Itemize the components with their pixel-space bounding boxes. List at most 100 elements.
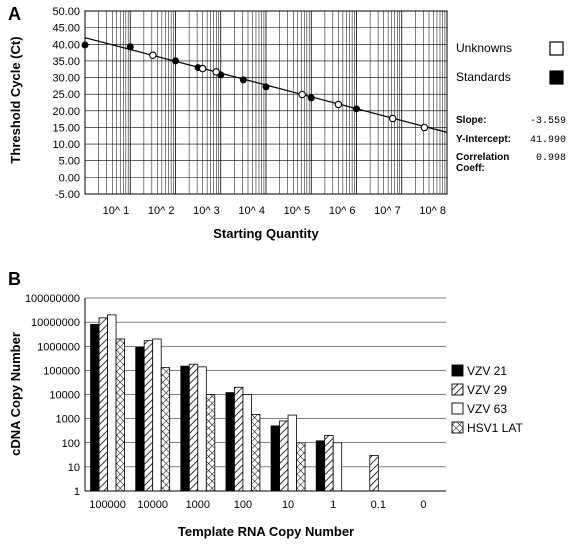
panel-a-x-tick-label: 10^ 2	[148, 205, 175, 217]
panel-a-gridlines	[85, 10, 447, 195]
standard-point	[172, 57, 179, 65]
bar-vzv-21	[270, 425, 280, 492]
slope-value: -3.559	[530, 116, 566, 127]
panel-b-bars	[90, 314, 379, 492]
panel-a-x-tick-label: 10^ 7	[374, 205, 401, 217]
unknown-point	[212, 68, 220, 76]
bar-vzv-63	[242, 394, 252, 492]
bar-vzv-21	[135, 346, 145, 492]
panel-a-y-tick-label: 15.00	[52, 122, 80, 134]
legend-standards-swatch	[549, 70, 564, 85]
bar-hsv1-lat	[115, 338, 125, 492]
legend-label: VZV 63	[467, 402, 507, 416]
panel-a-y-tick-label: 40.00	[52, 39, 80, 51]
unknown-point	[149, 51, 157, 60]
slope-label: Slope:	[456, 115, 487, 126]
panel-b-x-tick-labels: 100000 10000 1000 100 10 1 0.1 0	[89, 499, 426, 511]
bar-vzv-63	[197, 366, 207, 492]
panel-b-x-tick-label: 1	[330, 499, 336, 511]
panel-b-legend: VZV 21 VZV 29 VZV 63 HSV1 LAT	[451, 364, 523, 435]
legend-label: VZV 21	[467, 364, 507, 378]
unknown-point	[198, 64, 207, 73]
correlation-value: 0.998	[536, 153, 566, 164]
bar-vzv-21	[90, 324, 100, 492]
legend-swatch	[451, 421, 464, 434]
panel-b-y-tick-label: 100000	[43, 365, 80, 377]
panel-b-x-tick-label: 1000	[186, 499, 210, 511]
bar-hsv1-lat	[205, 394, 216, 492]
panel-a-y-tick-label: 20.00	[52, 106, 80, 118]
legend-label: HSV1 LAT	[467, 421, 523, 435]
legend-swatch	[451, 364, 464, 377]
bar-vzv-29	[324, 435, 334, 492]
panel-b-y-axis-title: cDNA Copy Number	[8, 332, 23, 456]
legend-unknowns-label: Unknowns	[456, 41, 512, 55]
bar-vzv-29	[369, 454, 379, 492]
bar-hsv1-lat	[160, 367, 171, 492]
panel-a-y-tick-label: 50.00	[52, 6, 80, 18]
bar-vzv-63	[287, 414, 297, 492]
panel-a-y-tick-label: -5.00	[55, 189, 80, 201]
standard-point	[239, 76, 247, 84]
panel-b-y-tick-label: 10	[68, 462, 80, 474]
bar-vzv-29	[143, 340, 154, 492]
bar-vzv-63	[152, 338, 162, 492]
panel-b-x-tick-label: 100000	[89, 499, 126, 511]
standard-point	[307, 94, 315, 102]
panel-b-y-tick-label: 100000000	[25, 293, 80, 305]
panel-b: B 10000000010000000100000010000010000100…	[8, 269, 523, 539]
panel-a-x-tick-label: 10^ 3	[193, 205, 220, 217]
panel-a-y-tick-label: 45.00	[52, 23, 80, 35]
unknown-point	[388, 114, 397, 123]
panel-b-x-tick-label: 10	[282, 499, 294, 511]
panel-b-y-tick-label: 1000000	[37, 341, 80, 353]
panel-a-x-tick-labels: 10^ 1 10^ 2 10^ 3 10^ 4 10^ 5 10^ 6 10^ 7 10^ 8	[103, 205, 446, 217]
bar-vzv-29	[188, 363, 199, 492]
legend-unknowns-swatch	[549, 41, 564, 56]
panel-b-x-tick-label: 100	[234, 499, 252, 511]
standard-point	[81, 41, 89, 49]
panel-a-x-tick-label: 10^ 5	[284, 205, 311, 217]
panel-b-y-tick-label: 10000000	[31, 317, 80, 329]
legend-standards-label: Standards	[456, 70, 511, 84]
correlation-label: Correlation	[456, 152, 509, 163]
panel-a-y-tick-label: 10.00	[52, 139, 80, 151]
panel-b-x-tick-label: 0.1	[371, 499, 386, 511]
panel-a-y-tick-label: 30.00	[52, 73, 80, 85]
panel-b-y-tick-label: 1	[74, 486, 80, 498]
legend-label: VZV 29	[467, 383, 507, 397]
bar-vzv-63	[107, 314, 117, 492]
standard-point	[353, 105, 360, 113]
unknown-point	[334, 100, 343, 109]
standard-point	[126, 43, 134, 51]
panel-a-plot-frame	[84, 10, 448, 195]
bar-hsv1-lat	[251, 413, 261, 492]
standard-point	[262, 83, 270, 91]
bar-vzv-21	[315, 440, 326, 492]
panel-a-y-tick-labels: 50.00 45.00 40.00 35.00 30.00 25.00 20.00 15.00…	[52, 6, 80, 201]
panel-b-y-tick-labels: 100000000 10000000 1000000 100000 10000 1000 1…	[25, 293, 80, 498]
legend-swatch	[451, 402, 464, 415]
unknown-point	[420, 123, 429, 132]
panel-a-y-tick-label: 0.00	[59, 172, 80, 184]
panel-a-y-tick-label: 5.00	[59, 156, 80, 168]
panel-a-y-axis-title: Threshold Cycle (Ct)	[8, 36, 23, 163]
panel-a-y-tick-label: 25.00	[52, 89, 80, 101]
panel-a-label: A	[8, 4, 21, 24]
panel-b-x-tick-label: 10000	[137, 499, 168, 511]
panel-a-y-tick-label: 35.00	[52, 56, 80, 68]
panel-b-y-tick-label: 100	[62, 438, 80, 450]
bar-vzv-63	[332, 442, 343, 492]
intercept-value: 41.990	[530, 135, 566, 146]
panel-b-y-tick-label: 10000	[49, 390, 80, 402]
panel-b-x-axis-title: Template RNA Copy Number	[178, 524, 354, 539]
panel-a-x-tick-label: 10^ 8	[419, 205, 446, 217]
panel-a-x-tick-label: 10^ 6	[329, 205, 356, 217]
bar-vzv-21	[225, 392, 235, 492]
correlation-label-line2: Coeff:	[456, 163, 485, 174]
panel-b-y-tick-label: 1000	[56, 414, 80, 426]
panel-a: A 50.00 45.00 40.00 35.00 30.00 25.00 20.00 15.…	[8, 4, 566, 241]
panel-b-x-tick-label: 0	[420, 499, 426, 511]
intercept-label: Y-Intercept:	[456, 134, 511, 145]
